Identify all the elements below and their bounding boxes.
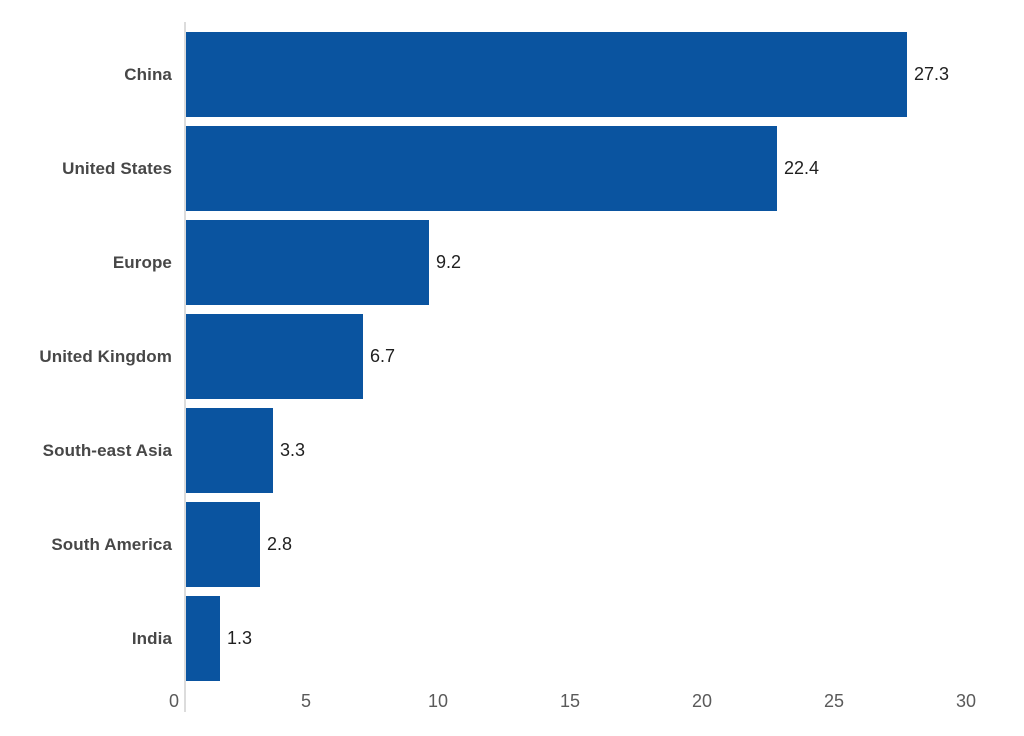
category-label: United States [62, 158, 172, 178]
value-label: 2.8 [267, 534, 293, 554]
x-tick-label: 15 [559, 691, 581, 711]
category-label: India [131, 628, 172, 648]
bar [186, 596, 220, 681]
bar [186, 220, 429, 305]
x-tick-label: 30 [955, 691, 977, 711]
x-tick-label: 5 [300, 691, 312, 711]
bar [186, 126, 777, 211]
value-label: 22.4 [784, 158, 820, 178]
y-axis-line [184, 22, 186, 712]
bar [186, 32, 907, 117]
value-label: 27.3 [914, 64, 950, 84]
value-label: 3.3 [280, 440, 306, 460]
value-label: 1.3 [227, 628, 253, 648]
bar [186, 502, 260, 587]
bar [186, 314, 363, 399]
category-label: South-east Asia [42, 440, 172, 460]
category-label: United Kingdom [39, 346, 172, 366]
category-label: South America [51, 534, 172, 554]
x-tick-label: 20 [691, 691, 713, 711]
x-tick-label: 10 [427, 691, 449, 711]
x-tick-label: 25 [823, 691, 845, 711]
value-label: 9.2 [436, 252, 462, 272]
x-tick-label: 0 [168, 691, 180, 711]
bar [186, 408, 273, 493]
value-label: 6.7 [370, 346, 396, 366]
category-label: China [124, 64, 172, 84]
category-label: Europe [112, 252, 172, 272]
